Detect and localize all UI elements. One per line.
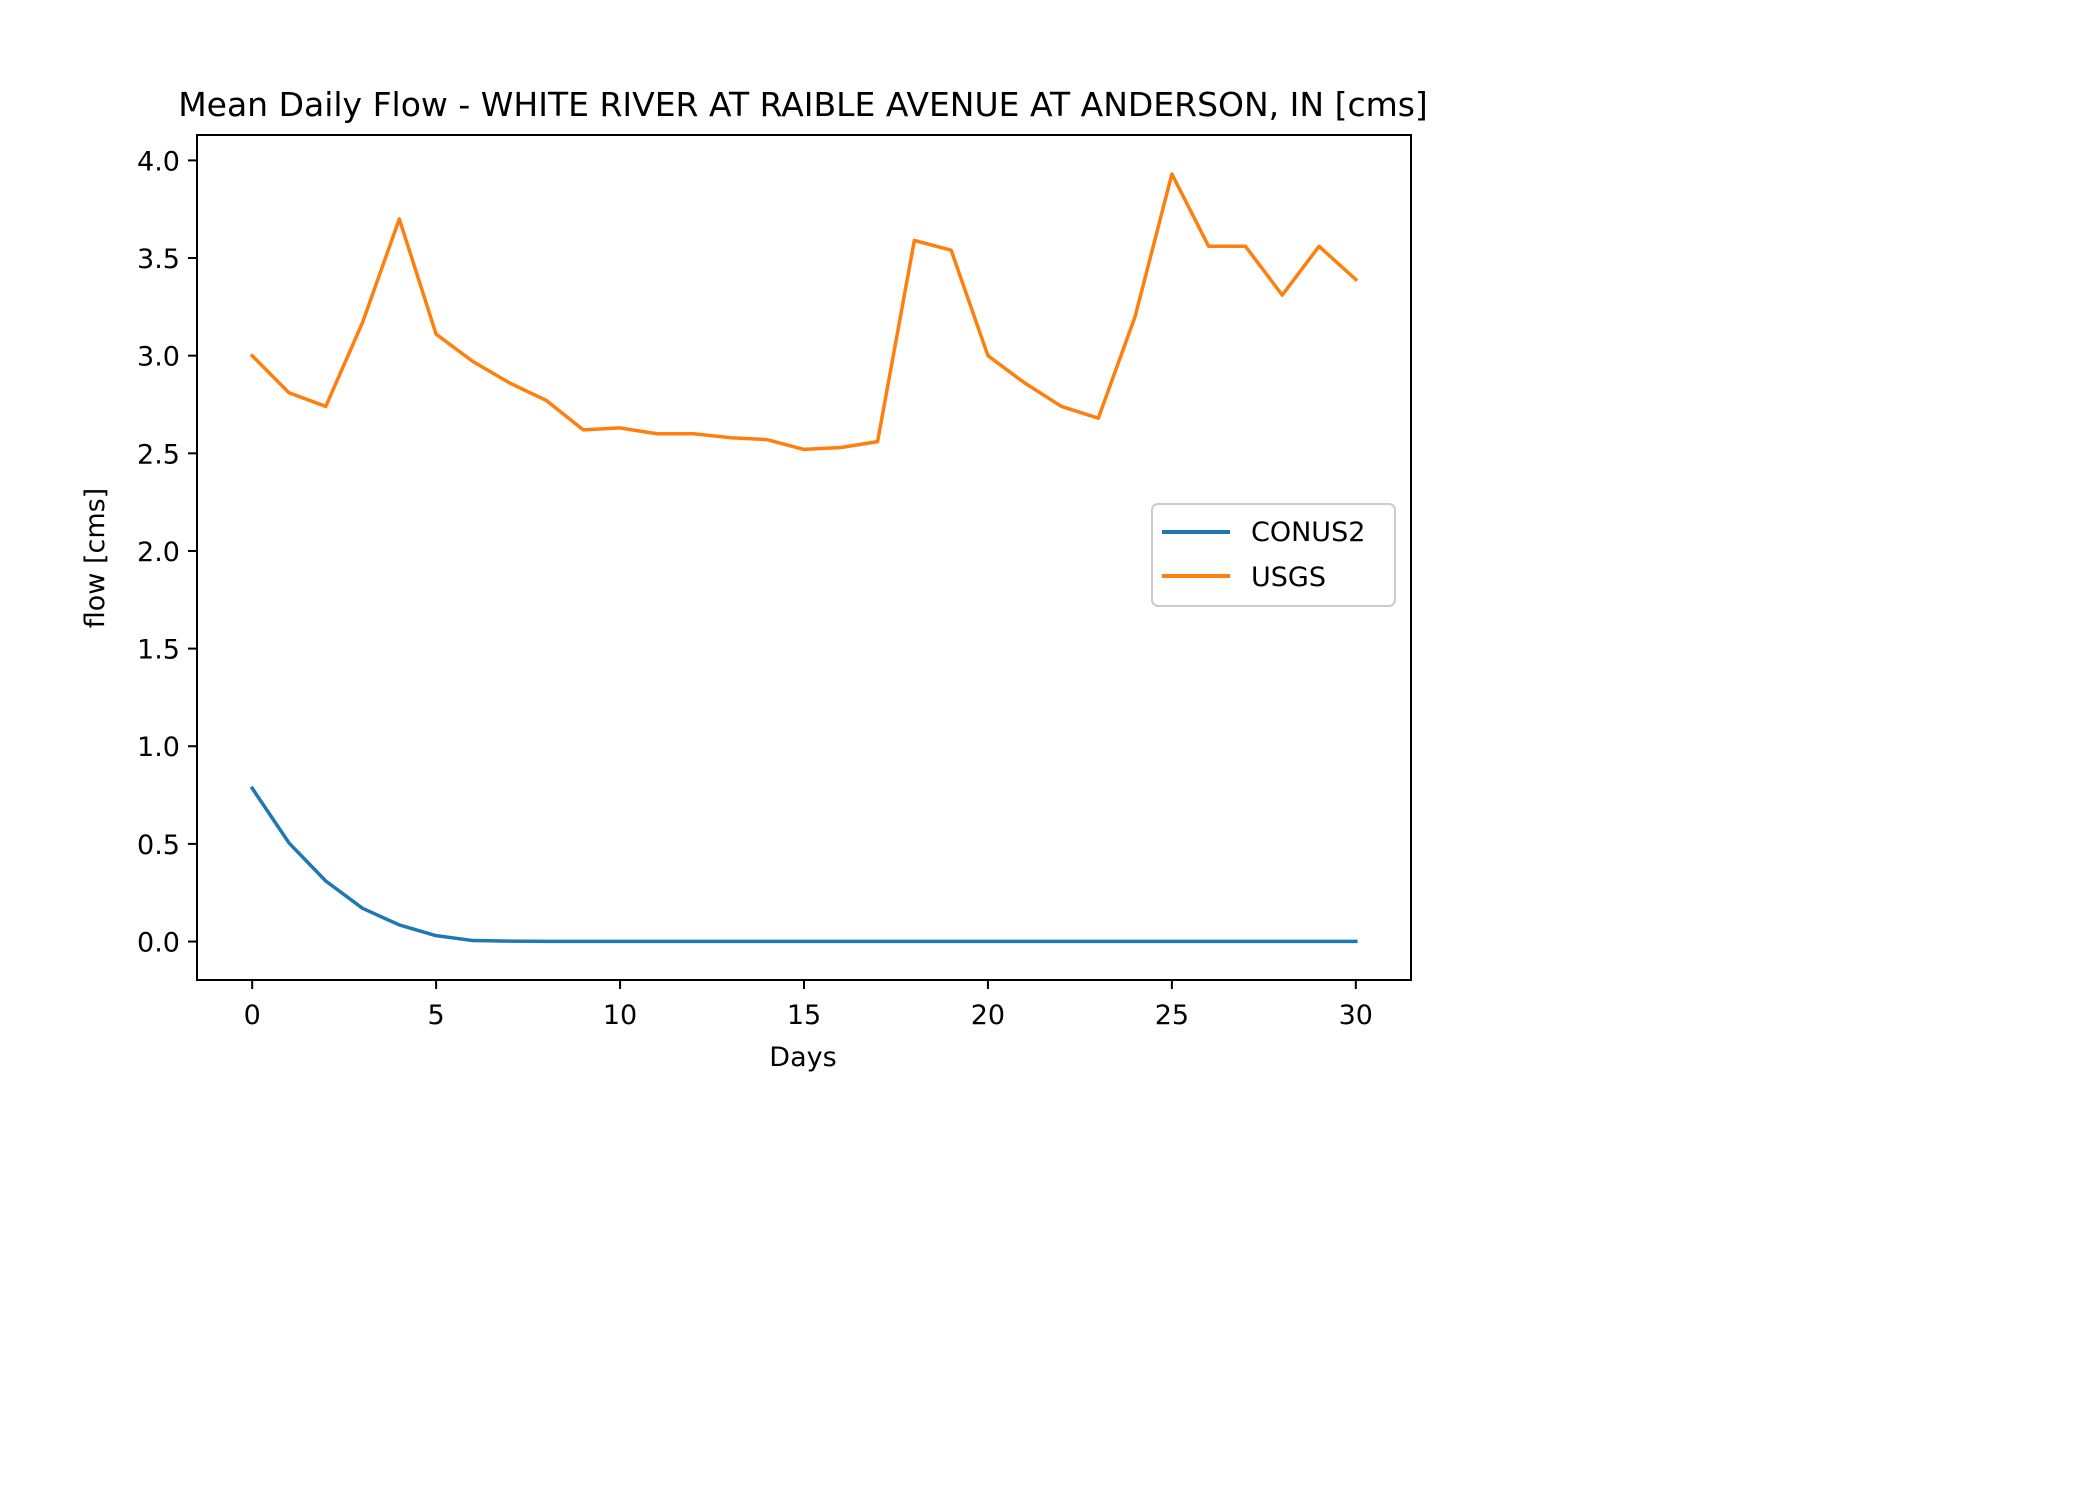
- chart-title: Mean Daily Flow - WHITE RIVER AT RAIBLE …: [178, 85, 1428, 124]
- axes-frame: [196, 134, 1412, 981]
- line-chart: Mean Daily Flow - WHITE RIVER AT RAIBLE …: [80, 85, 1428, 1073]
- x-tick-label: 0: [244, 1000, 261, 1031]
- series-line-conus2: [249, 785, 1358, 944]
- y-tick-label: 1.5: [137, 635, 180, 666]
- y-tick-label: 2.0: [137, 537, 180, 568]
- x-axis-label: Days: [769, 1042, 836, 1073]
- series-line-usgs: [249, 172, 1359, 452]
- legend-label-usgs: USGS: [1251, 562, 1326, 593]
- legend-box: [1151, 503, 1396, 607]
- x-tick-label: 20: [971, 1000, 1005, 1031]
- y-tick-label: 0.0: [137, 928, 180, 959]
- x-tick-label: 25: [1155, 1000, 1189, 1031]
- legend: CONUS2 USGS: [1151, 503, 1396, 607]
- y-tick-label: 3.0: [137, 342, 180, 373]
- y-axis-label: flow [cms]: [80, 488, 111, 628]
- x-tick-label: 5: [428, 1000, 445, 1031]
- x-tick-label: 15: [787, 1000, 821, 1031]
- x-axis-ticks: 0 5 10 15 20 25 30: [244, 980, 1373, 1031]
- series-lines: [249, 172, 1359, 944]
- y-tick-label: 0.5: [137, 830, 180, 861]
- x-tick-label: 30: [1339, 1000, 1373, 1031]
- x-tick-label: 10: [603, 1000, 637, 1031]
- legend-label-conus2: CONUS2: [1251, 517, 1365, 548]
- y-tick-label: 3.5: [137, 244, 180, 275]
- y-axis-ticks: 0.0 0.5 1.0 1.5 2.0 2.5 3.0 3.5 4.0: [137, 146, 197, 959]
- y-tick-label: 2.5: [137, 439, 180, 470]
- y-tick-label: 4.0: [137, 146, 180, 177]
- y-tick-label: 1.0: [137, 732, 180, 763]
